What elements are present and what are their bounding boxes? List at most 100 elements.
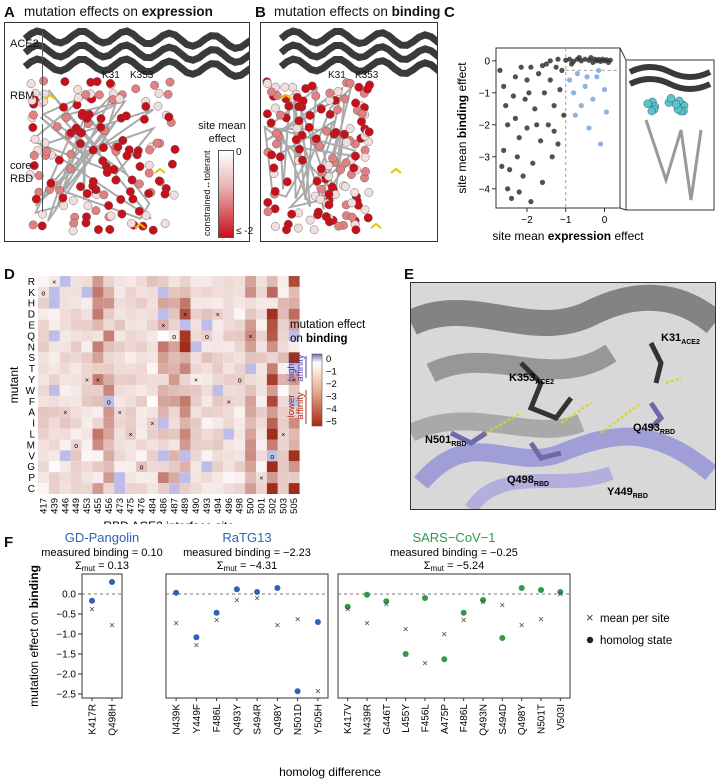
- heatmap-cell: [288, 472, 300, 484]
- heatmap-cell: [190, 297, 202, 309]
- heatmap-cell: [81, 472, 93, 484]
- residue-subscript: RBD: [633, 493, 648, 500]
- heatmap-cell: [277, 308, 289, 320]
- legend-homolog-label: homolog state: [600, 635, 672, 647]
- column-label: 455: [93, 498, 104, 514]
- wildtype-marker: ×: [52, 279, 56, 286]
- heatmap-cell: [245, 439, 256, 451]
- heatmap-cell: [179, 330, 191, 342]
- heatmap-cell: [223, 385, 235, 396]
- heatmap-cell: [103, 352, 115, 364]
- residue-sphere: [141, 210, 151, 220]
- heatmap-cell: [288, 330, 300, 342]
- legend-tick-d: −2: [326, 379, 337, 390]
- residue-sphere: [160, 219, 170, 228]
- panel-letter-c: C: [444, 4, 455, 21]
- heatmap-cell: [201, 276, 213, 287]
- heatmap-cell: [266, 276, 278, 287]
- heatmap-cell: [245, 297, 256, 309]
- heatmap-cell: [70, 352, 82, 364]
- heatmap-cell: [125, 472, 137, 484]
- heatmap-cell: [277, 428, 289, 440]
- heatmap-cell: [81, 406, 93, 418]
- heatmap-cell: [179, 319, 191, 331]
- residue-sphere: [295, 144, 304, 154]
- structure-e-svg: K31ACE2K353ACE2N501RBDQ498RBDQ493RBDY449…: [411, 284, 715, 509]
- panel-a-structure: [4, 22, 250, 242]
- lower-label-2: affinity: [295, 392, 306, 420]
- heatmap-cell: [103, 308, 115, 320]
- scatter-point-c: [574, 71, 580, 77]
- mean-marker: ×: [499, 601, 505, 612]
- heatmap-cell: [81, 286, 93, 298]
- ylabel-bold-f: binding: [27, 565, 41, 608]
- heatmap-cell: [70, 308, 82, 320]
- heatmap-cell: [103, 276, 115, 287]
- sigma-mut: Σmut = −4.31: [217, 560, 278, 573]
- heatmap-cell: [168, 395, 180, 407]
- category-label: F456L: [421, 704, 432, 733]
- higher-label-2: affinity: [295, 354, 306, 382]
- x-axis-label-c: site mean expression effect: [492, 229, 644, 243]
- heatmap-cell: [48, 286, 60, 298]
- heatmap-cell: [190, 439, 202, 451]
- residue-sphere: [154, 89, 164, 98]
- heatmap-cell: [266, 286, 278, 298]
- region-core-rbd: core-RBD: [10, 160, 36, 185]
- residue-sphere: [327, 182, 337, 192]
- heatmap-cell: [136, 308, 147, 320]
- residue-k31-a: K31: [102, 70, 120, 81]
- heatmap-cell: [190, 374, 202, 385]
- measured-binding: measured binding = −2.23: [183, 547, 311, 559]
- sigma-mut: Σmut = 0.13: [75, 560, 129, 573]
- homolog-point: [173, 589, 180, 596]
- homolog-point: [422, 595, 428, 601]
- column-label: 502: [267, 498, 278, 514]
- heatmap-cell: [190, 385, 202, 396]
- heatmap-cell: [266, 352, 278, 364]
- wildtype-marker: o: [238, 378, 242, 385]
- heatmap-cell: [70, 341, 82, 353]
- column-label: 489: [180, 498, 191, 514]
- residue-sphere: [131, 84, 141, 94]
- heatmap-cell: [212, 385, 224, 396]
- heatmap-cell: [288, 428, 300, 440]
- heatmap-cell: [256, 428, 267, 440]
- heatmap-cell: [125, 374, 137, 385]
- group-name: SARS−CoV−1: [412, 530, 495, 545]
- residue-sphere: [81, 90, 91, 100]
- heatmap-cell: [245, 374, 256, 385]
- heatmap-cell: [38, 276, 49, 287]
- y-tick-label-f: −1.0: [56, 630, 76, 641]
- residue-sphere: [342, 137, 352, 147]
- mean-marker: ×: [295, 614, 301, 625]
- heatmap-cell: [38, 286, 49, 298]
- heatmap-cell: [92, 406, 104, 418]
- scatter-point-c: [526, 90, 532, 96]
- heatmap-cell: [125, 363, 137, 375]
- heatmap-cell: [245, 330, 256, 342]
- residue-sphere: [333, 87, 343, 96]
- residue-sphere: [73, 85, 83, 94]
- residue-sphere: [139, 114, 149, 124]
- heatmap-cell: [256, 319, 267, 331]
- row-label: P: [28, 473, 35, 484]
- heatmap-cell: [70, 428, 82, 440]
- category-label: F486L: [212, 704, 223, 733]
- mean-marker: ×: [422, 658, 428, 669]
- scatter-point-c: [561, 112, 567, 118]
- residue-sphere: [59, 102, 68, 112]
- column-label: 453: [82, 498, 93, 514]
- heatmap-cell: [266, 417, 278, 429]
- scatter-point-c: [520, 173, 526, 179]
- helix: [278, 55, 437, 77]
- heatmap-cell: [256, 417, 267, 429]
- mean-marker: ×: [480, 598, 486, 609]
- x-tick-label-c: 0: [602, 215, 608, 226]
- heatmap-cell: [147, 330, 158, 342]
- scatter-point-c: [551, 128, 557, 134]
- heatmap-cell: [125, 308, 137, 320]
- ace2-helices: [22, 27, 249, 81]
- wildtype-marker: ×: [85, 378, 89, 385]
- inset-sphere: [647, 106, 657, 116]
